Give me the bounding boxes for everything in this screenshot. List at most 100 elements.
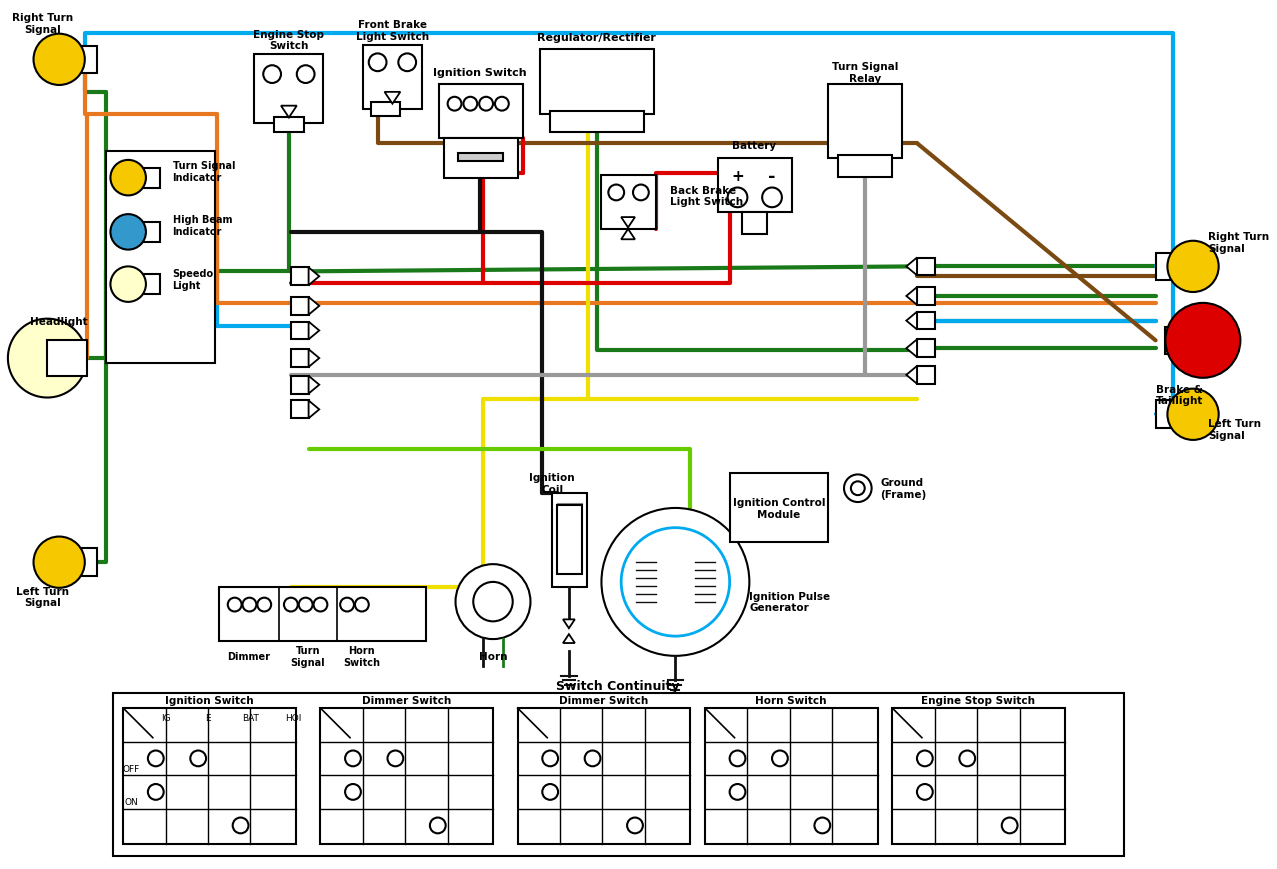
Circle shape: [917, 751, 932, 766]
Circle shape: [773, 751, 788, 766]
Bar: [1156, 401, 1193, 428]
Circle shape: [227, 598, 241, 612]
Bar: [838, 156, 893, 177]
Circle shape: [430, 818, 446, 833]
Bar: [729, 474, 829, 543]
Circle shape: [148, 751, 163, 766]
Bar: [321, 708, 493, 844]
Polygon shape: [309, 322, 319, 340]
Circle shape: [543, 784, 558, 799]
Circle shape: [844, 474, 872, 502]
Text: Dimmer: Dimmer: [227, 651, 269, 661]
Text: Back Brake
Light Switch: Back Brake Light Switch: [670, 185, 743, 207]
Circle shape: [345, 751, 361, 766]
Text: Battery: Battery: [732, 141, 776, 151]
Text: Engine Stop
Switch: Engine Stop Switch: [253, 30, 324, 51]
Circle shape: [479, 97, 493, 111]
Bar: [917, 312, 935, 330]
Bar: [829, 85, 902, 159]
Circle shape: [729, 751, 746, 766]
Circle shape: [33, 35, 84, 86]
Circle shape: [299, 598, 313, 612]
Bar: [917, 340, 935, 358]
Polygon shape: [563, 634, 575, 643]
Bar: [128, 275, 160, 295]
Bar: [552, 494, 586, 587]
Text: IG: IG: [161, 713, 170, 723]
Bar: [458, 154, 503, 162]
Bar: [443, 139, 517, 178]
Circle shape: [627, 818, 642, 833]
Circle shape: [608, 185, 624, 201]
Polygon shape: [907, 340, 917, 358]
Circle shape: [448, 97, 461, 111]
Bar: [517, 708, 690, 844]
Text: Horn Switch: Horn Switch: [755, 695, 826, 706]
Text: Front Brake
Light Switch: Front Brake Light Switch: [356, 20, 429, 42]
Circle shape: [464, 97, 478, 111]
Bar: [254, 56, 323, 124]
Bar: [601, 176, 655, 229]
Text: ON: ON: [124, 798, 138, 806]
Circle shape: [8, 319, 87, 398]
Circle shape: [959, 751, 976, 766]
Circle shape: [33, 537, 84, 588]
Text: Left Turn
Signal: Left Turn Signal: [15, 587, 69, 607]
Text: Turn Signal
Indicator: Turn Signal Indicator: [172, 161, 235, 182]
Text: BAT: BAT: [243, 713, 259, 723]
Text: Right Turn
Signal: Right Turn Signal: [1208, 232, 1269, 253]
Text: Dimmer Switch: Dimmer Switch: [361, 695, 451, 706]
Bar: [917, 258, 935, 276]
Bar: [275, 117, 304, 133]
Circle shape: [340, 598, 354, 612]
Circle shape: [110, 161, 146, 196]
Circle shape: [601, 508, 750, 656]
Polygon shape: [309, 268, 319, 286]
Bar: [1166, 327, 1203, 355]
Bar: [291, 350, 309, 368]
Text: Turn
Signal: Turn Signal: [290, 646, 324, 667]
Text: Ignition Switch: Ignition Switch: [433, 68, 527, 78]
Bar: [59, 46, 97, 74]
Bar: [363, 45, 421, 109]
Polygon shape: [309, 376, 319, 395]
Bar: [47, 341, 87, 376]
Text: Turn Signal
Relay: Turn Signal Relay: [831, 63, 898, 83]
Text: Ignition
Coil: Ignition Coil: [530, 473, 575, 494]
Bar: [291, 376, 309, 395]
Polygon shape: [621, 229, 635, 240]
Bar: [128, 169, 160, 189]
Polygon shape: [309, 350, 319, 368]
Circle shape: [1001, 818, 1018, 833]
Text: HOI: HOI: [285, 713, 301, 723]
Text: High Beam
Indicator: High Beam Indicator: [172, 215, 232, 236]
Polygon shape: [309, 401, 319, 419]
Circle shape: [387, 751, 404, 766]
Circle shape: [110, 215, 146, 250]
Text: Horn
Switch: Horn Switch: [344, 646, 381, 667]
Circle shape: [815, 818, 830, 833]
Circle shape: [1167, 389, 1218, 441]
Circle shape: [917, 784, 932, 799]
Bar: [291, 268, 309, 286]
Bar: [917, 288, 935, 306]
Text: Regulator/Rectifier: Regulator/Rectifier: [538, 33, 656, 43]
Text: OFF: OFF: [123, 764, 139, 773]
Circle shape: [728, 189, 747, 208]
Text: Ignition Control
Module: Ignition Control Module: [733, 498, 825, 519]
Circle shape: [243, 598, 257, 612]
Circle shape: [495, 97, 508, 111]
Circle shape: [585, 751, 600, 766]
Polygon shape: [907, 288, 917, 306]
Bar: [550, 111, 644, 133]
Circle shape: [474, 582, 512, 621]
Circle shape: [369, 55, 387, 72]
Circle shape: [633, 185, 649, 201]
Text: Switch Continuity: Switch Continuity: [557, 680, 679, 692]
Text: Brake &
Taillight: Brake & Taillight: [1156, 384, 1203, 406]
Bar: [1156, 253, 1193, 281]
Circle shape: [543, 751, 558, 766]
Circle shape: [232, 818, 249, 833]
Text: Speedo
Light: Speedo Light: [172, 269, 213, 290]
Text: Left Turn
Signal: Left Turn Signal: [1208, 419, 1260, 441]
